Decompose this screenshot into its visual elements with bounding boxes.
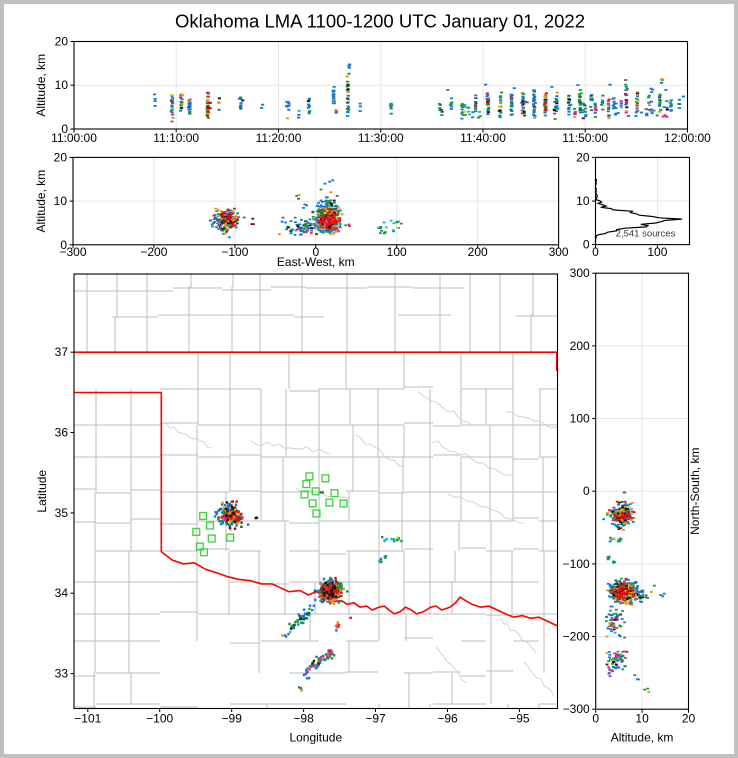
svg-text:Altitude, km: Altitude, km [34,170,48,233]
svg-text:−96: −96 [437,711,458,725]
svg-text:−98: −98 [293,711,314,725]
svg-text:−200: −200 [140,245,167,259]
svg-text:100: 100 [647,245,667,259]
svg-text:11:10:00: 11:10:00 [153,131,199,145]
svg-text:36: 36 [55,426,69,440]
svg-text:−101: −101 [74,711,101,725]
svg-text:11:30:00: 11:30:00 [358,131,404,145]
svg-text:37: 37 [55,345,69,359]
svg-text:Altitude, km: Altitude, km [34,54,48,117]
svg-text:North-South, km: North-South, km [688,448,702,535]
svg-text:11:00:00: 11:00:00 [51,131,97,145]
svg-text:Longitude: Longitude [289,731,342,745]
svg-text:33: 33 [55,667,69,681]
svg-text:−100: −100 [146,711,173,725]
svg-text:0: 0 [592,245,599,259]
svg-text:20: 20 [576,150,590,164]
svg-text:−100: −100 [221,245,248,259]
svg-text:10: 10 [576,194,590,208]
svg-text:−100: −100 [563,557,590,571]
svg-text:0: 0 [60,238,67,252]
svg-text:11:50:00: 11:50:00 [562,131,608,145]
svg-text:100: 100 [387,245,407,259]
svg-text:20: 20 [54,150,68,164]
svg-text:−300: −300 [59,245,86,259]
svg-text:−97: −97 [365,711,386,725]
svg-text:34: 34 [55,586,69,600]
svg-text:11:20:00: 11:20:00 [256,131,302,145]
svg-text:200: 200 [468,245,488,259]
svg-text:10: 10 [635,711,649,725]
svg-text:0: 0 [61,122,68,136]
svg-text:−200: −200 [563,630,590,644]
svg-text:2,541 sources: 2,541 sources [616,229,676,240]
svg-text:100: 100 [570,412,590,426]
svg-text:0: 0 [312,245,319,259]
svg-text:Oklahoma LMA 1100-1200 UTC Jan: Oklahoma LMA 1100-1200 UTC January 01, 2… [175,11,585,32]
svg-text:East-West, km: East-West, km [277,255,355,269]
svg-text:Altitude, km: Altitude, km [611,731,674,745]
svg-text:−99: −99 [222,711,243,725]
svg-text:35: 35 [55,506,69,520]
svg-text:0: 0 [583,238,590,252]
svg-text:−300: −300 [563,702,590,716]
svg-text:Latitude: Latitude [35,470,49,513]
svg-text:10: 10 [55,78,69,92]
svg-text:300: 300 [549,245,569,259]
svg-text:20: 20 [682,711,696,725]
svg-text:10: 10 [54,194,68,208]
svg-text:0: 0 [583,484,590,498]
svg-text:300: 300 [570,266,590,280]
svg-text:12:00:00: 12:00:00 [664,131,711,145]
svg-text:−95: −95 [509,711,530,725]
svg-text:20: 20 [55,35,69,49]
svg-text:11:40:00: 11:40:00 [460,131,506,145]
svg-text:0: 0 [592,711,599,725]
svg-text:200: 200 [570,339,590,353]
